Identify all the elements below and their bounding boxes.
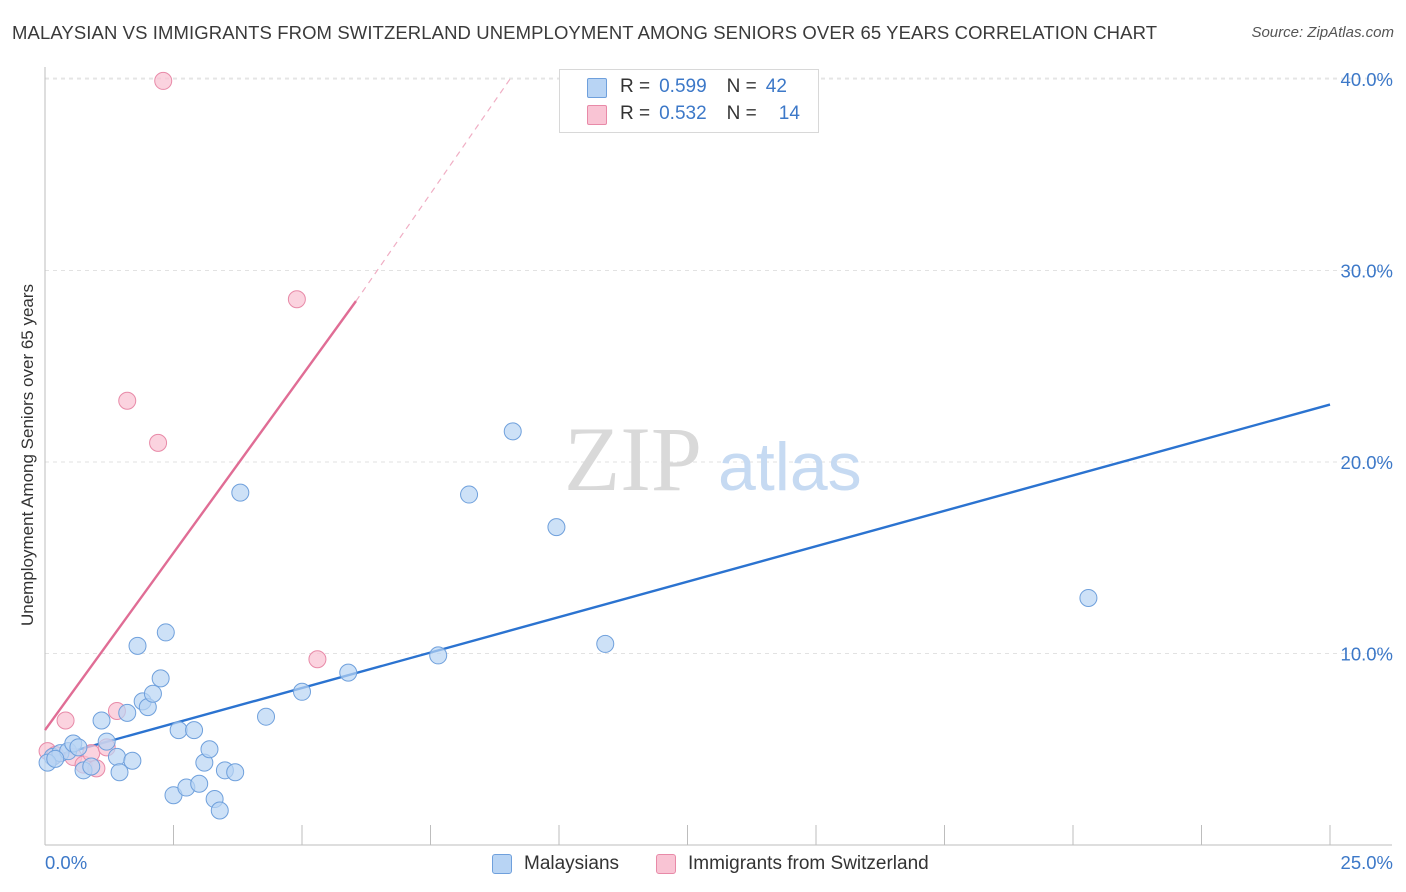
y-tick-label: 30.0% (1341, 261, 1393, 282)
watermark-zip: ZIP (564, 408, 702, 510)
malaysian-point (107, 747, 126, 766)
swiss-point (118, 391, 137, 410)
axes (44, 67, 1392, 846)
malaysian-point (1079, 588, 1098, 607)
malaysian-point (429, 646, 448, 665)
x-tick-label: 0.0% (45, 852, 87, 873)
malaysian-trendline (44, 403, 1331, 760)
malaysian-point (460, 485, 479, 504)
malaysian-point (123, 751, 142, 770)
trendlines (44, 74, 1331, 760)
legend-r-value: 0.599 (659, 76, 707, 97)
malaysian-point (128, 636, 147, 655)
watermark-atlas: atlas (718, 429, 862, 505)
bottom-legend-label: Immigrants from Switzerland (688, 853, 929, 874)
bottom-legend-swatch-swiss (656, 854, 676, 874)
x-tick-label: 25.0% (1341, 852, 1393, 873)
legend-n-value: 14 (778, 103, 800, 124)
malaysian-point (118, 703, 137, 722)
legend-n-value: 42 (765, 76, 787, 97)
malaysian-point (143, 684, 162, 703)
watermark: ZIP atlas (564, 408, 862, 510)
malaysian-point (257, 707, 276, 726)
chart-title: MALAYSIAN VS IMMIGRANTS FROM SWITZERLAND… (12, 22, 1158, 43)
legend-swatch-malaysians (587, 78, 607, 98)
bottom-legend-malaysians: Malaysians (492, 852, 619, 876)
legend-n-label: N = (726, 103, 757, 124)
malaysian-point (46, 749, 65, 768)
swiss-point (287, 290, 306, 309)
malaysian-point (503, 422, 522, 441)
malaysian-point (156, 623, 175, 642)
malaysian-point (547, 518, 566, 537)
swiss-point (308, 650, 327, 669)
y-tick-label: 10.0% (1341, 644, 1393, 665)
malaysian-point (97, 732, 116, 751)
swiss-point (149, 433, 168, 452)
malaysian-point (293, 682, 311, 701)
y-tick-label: 40.0% (1341, 69, 1393, 90)
legend-row-swiss: R = 0.532 N = 14 (587, 102, 800, 126)
bottom-legend-swiss: Immigrants from Switzerland (656, 852, 929, 876)
grid-lines (45, 77, 1392, 654)
legend-r-label: R = (620, 103, 651, 124)
malaysian-point (200, 740, 219, 759)
legend-n-label: N = (726, 76, 757, 97)
malaysian-point (92, 711, 111, 730)
swiss-points (38, 71, 327, 778)
legend-r-label: R = (620, 76, 651, 97)
malaysian-point (231, 483, 250, 502)
bottom-legend-swatch-malaysians (492, 854, 512, 874)
swiss-point (56, 711, 75, 730)
swiss-trendline-extension (355, 74, 514, 302)
malaysian-point (190, 774, 209, 793)
bottom-legend-label: Malaysians (524, 853, 620, 874)
swiss-trendline (44, 300, 357, 731)
legend-row-malaysians: R = 0.599 N = 42 (587, 75, 787, 99)
malaysian-point (151, 669, 170, 688)
tick-labels: 10.0% 20.0% 30.0% 40.0% 0.0% 25.0% (45, 69, 1393, 873)
malaysian-point (596, 634, 615, 653)
malaysian-point (110, 763, 129, 782)
malaysian-point (169, 721, 188, 740)
swiss-point (154, 71, 173, 90)
malaysian-point (226, 763, 245, 782)
malaysian-point (185, 721, 204, 740)
malaysian-point (210, 801, 229, 820)
legend-r-value: 0.532 (659, 103, 707, 124)
malaysian-point (339, 663, 358, 682)
y-tick-label: 20.0% (1341, 452, 1393, 473)
malaysian-point (82, 757, 101, 776)
y-axis-title: Unemployment Among Seniors over 65 years (18, 283, 37, 627)
malaysian-point (69, 738, 88, 757)
legend-swatch-swiss (587, 105, 607, 125)
malaysian-points (38, 422, 1098, 820)
correlation-legend: R = 0.599 N = 42 R = 0.532 N = 14 (559, 69, 819, 133)
chart-source: Source: ZipAtlas.com (1251, 24, 1394, 41)
